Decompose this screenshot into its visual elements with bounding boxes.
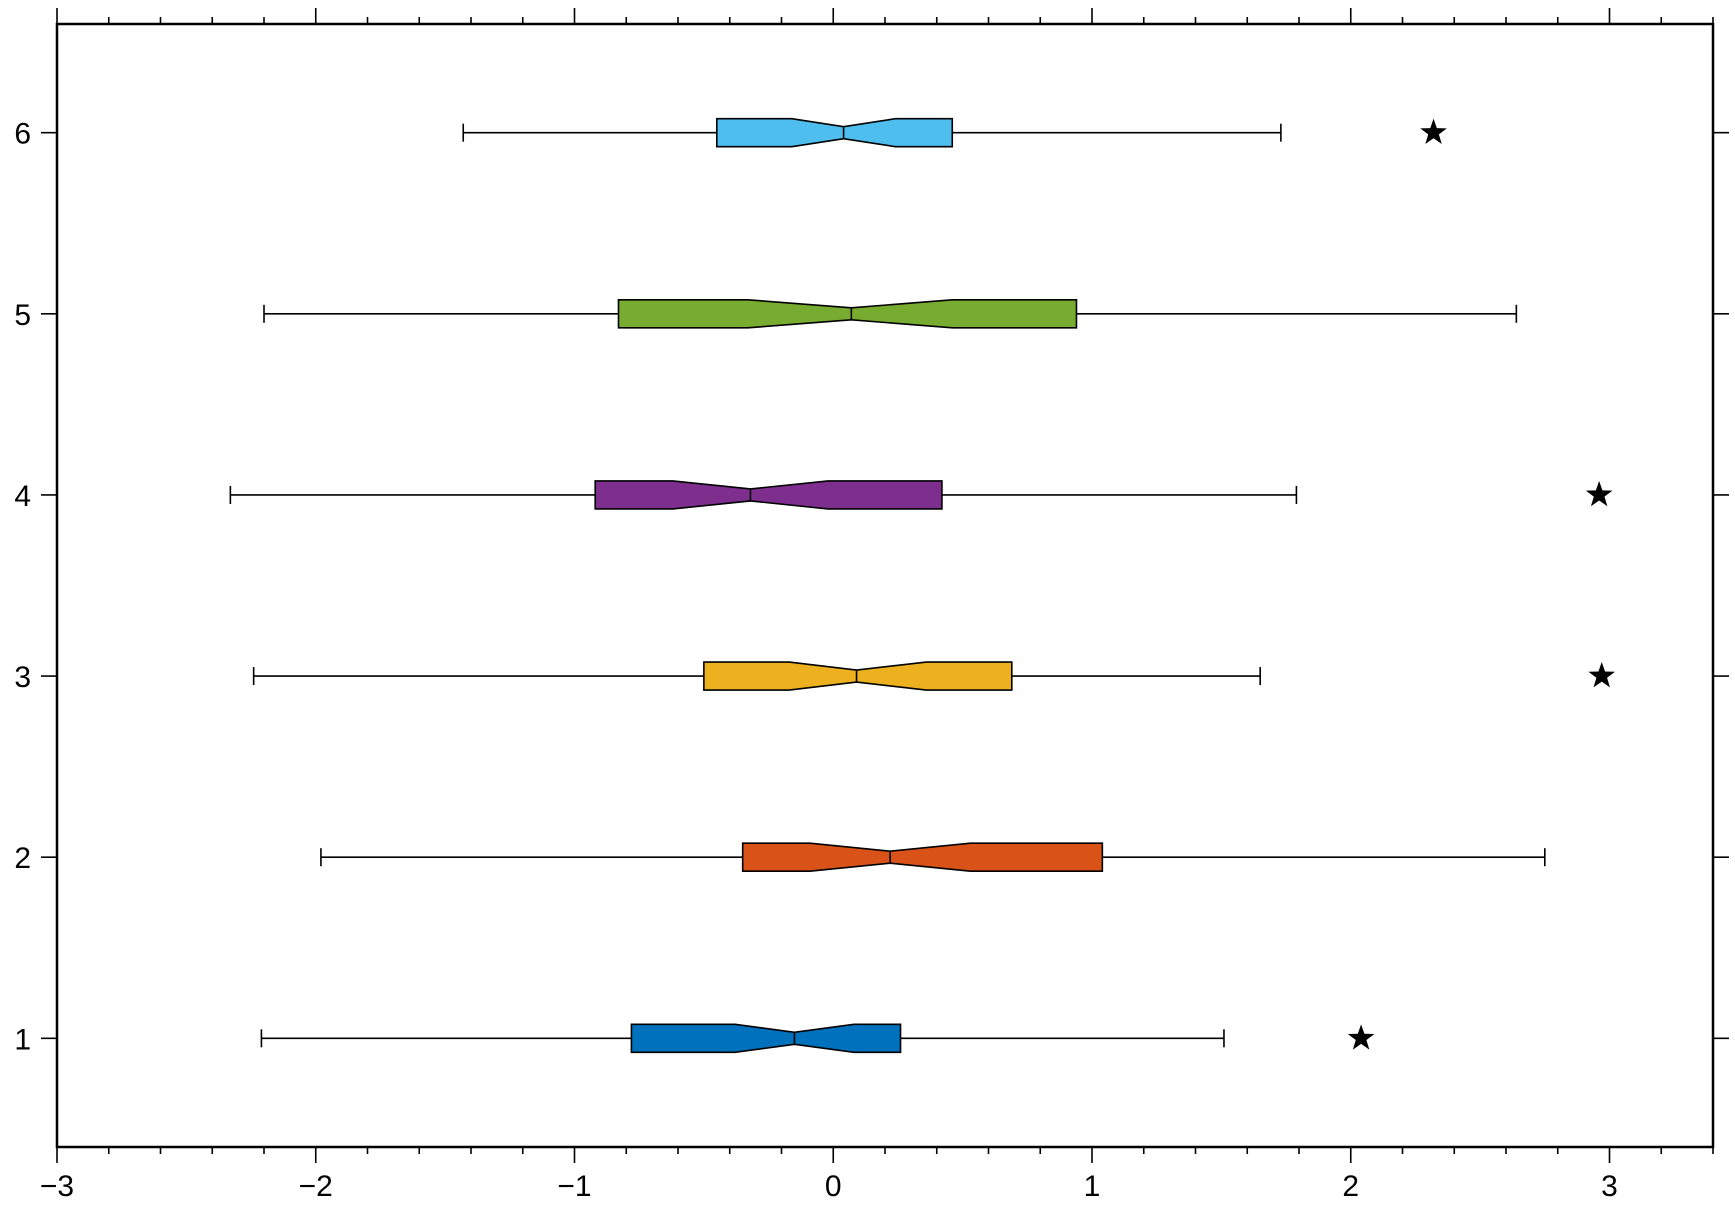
box-3 xyxy=(252,661,1616,691)
y-tick-label: 4 xyxy=(14,480,31,513)
x-tick-label: 1 xyxy=(1084,1170,1101,1203)
box-2 xyxy=(320,842,1546,872)
outlier-star xyxy=(1588,662,1616,688)
box-1 xyxy=(260,1023,1375,1054)
x-tick-label: −2 xyxy=(299,1170,333,1203)
notched-box xyxy=(716,117,954,148)
y-tick-label: 2 xyxy=(14,842,31,875)
box-6 xyxy=(462,117,1447,148)
y-tick-label: 5 xyxy=(14,299,31,332)
outlier-star xyxy=(1347,1024,1375,1050)
box-5 xyxy=(263,299,1518,329)
notched-box xyxy=(617,299,1078,329)
x-tick-label: −1 xyxy=(557,1170,591,1203)
y-tick-label: 1 xyxy=(14,1023,31,1056)
notched-box xyxy=(703,661,1013,691)
y-tick-label: 3 xyxy=(14,661,31,694)
boxes-layer xyxy=(229,117,1616,1054)
x-tick-label: 2 xyxy=(1342,1170,1359,1203)
notched-box xyxy=(594,480,943,510)
x-tick-label: 0 xyxy=(825,1170,842,1203)
x-axis: −3 −2 −1 0 1 2 3 xyxy=(40,8,1714,1203)
outlier-star xyxy=(1585,480,1613,507)
y-tick-label: 6 xyxy=(14,118,31,151)
notched-box xyxy=(741,842,1104,872)
x-tick-label: 3 xyxy=(1601,1170,1618,1203)
box-4 xyxy=(229,480,1613,510)
outlier-star xyxy=(1420,118,1447,144)
notched-box xyxy=(630,1023,902,1054)
plot-frame xyxy=(55,22,1715,1149)
x-tick-label: −3 xyxy=(40,1170,74,1203)
axes-frame xyxy=(55,22,1715,1149)
y-axis: 1 2 3 4 5 6 xyxy=(14,118,1729,1056)
